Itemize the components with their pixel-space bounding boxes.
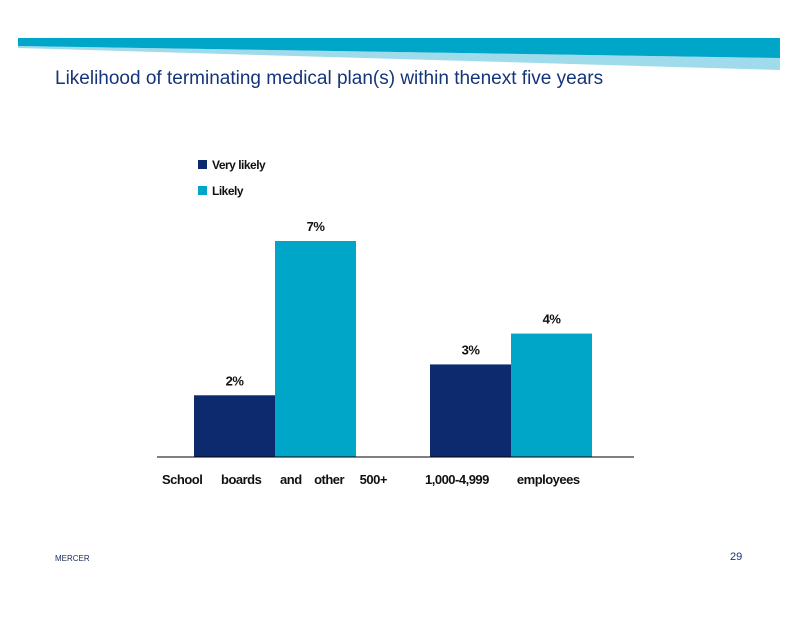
header-accent-band <box>18 38 780 70</box>
category-label-1: School boards and other 500+ <box>162 472 388 487</box>
chart-data-labels: 2% 7% 3% 4% <box>226 219 562 388</box>
page-title: Likelihood of terminating medical plan(s… <box>55 68 604 89</box>
legend-swatch-very-likely <box>198 160 207 169</box>
bar-likely-1 <box>275 241 356 457</box>
footer-brand: MERCER <box>55 554 90 563</box>
data-label-very-likely-1: 2% <box>226 373 245 388</box>
x-axis-category-labels: School boards and other 500+ 1,000-4,999 … <box>162 472 580 487</box>
header-band-dark-stripe <box>18 38 780 58</box>
legend-label-likely: Likely <box>212 184 244 198</box>
data-label-likely-2: 4% <box>543 312 562 327</box>
chart-bars <box>194 241 592 457</box>
category-label-2: 1,000-4,999 employees <box>425 472 580 487</box>
bar-very-likely-2 <box>430 364 511 457</box>
data-label-likely-1: 7% <box>307 219 326 234</box>
data-label-very-likely-2: 3% <box>462 342 481 357</box>
bar-very-likely-1 <box>194 395 275 457</box>
bar-likely-2 <box>511 333 592 457</box>
chart-legend: Very likely Likely <box>198 158 267 198</box>
header-band-light-stripe <box>18 46 780 70</box>
page-number: 29 <box>730 551 743 563</box>
legend-swatch-likely <box>198 186 207 195</box>
legend-label-very-likely: Very likely <box>212 158 266 172</box>
